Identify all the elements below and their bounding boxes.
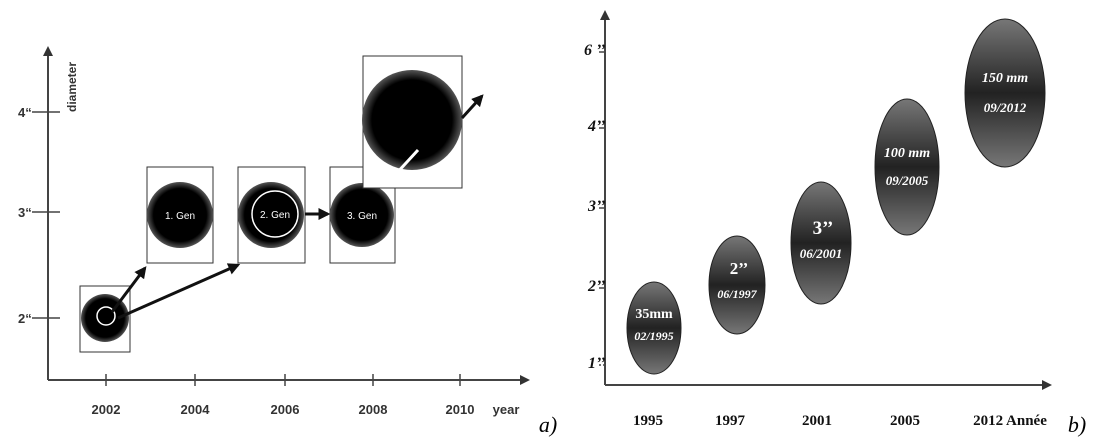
x-tick-label: 2008 (359, 402, 388, 417)
y-tick-label: 6 ’’ (584, 42, 605, 59)
caption: b) (1068, 412, 1086, 437)
wafer-date: 09/2005 (886, 173, 929, 188)
x-tick-label: 2001 (802, 413, 832, 429)
caption: a) (539, 412, 557, 437)
panel-b: 1’’ 2’’ 3’’ 4’’ 6 ’’ 1995 1997 2001 2005… (584, 10, 1086, 437)
wafer-size: 3’’ (813, 218, 834, 239)
wafer-date: 06/2001 (800, 246, 843, 261)
y-tick-label: 4’’ (587, 118, 605, 135)
wafer-label: 2. Gen (260, 210, 290, 221)
x-tick-label: 2002 (92, 402, 121, 417)
wafer-label: 3. Gen (347, 211, 377, 222)
x-tick-label: 1995 (633, 413, 663, 429)
y-tick-label: 2“ (18, 311, 32, 326)
y-tick-label: 3’’ (587, 198, 605, 215)
x-tick-label: 2004 (181, 402, 211, 417)
panel-a: 2002 2004 2006 2008 2010 year 2“ 3“ 4“ d… (18, 46, 557, 437)
y-tick-label: 1’’ (588, 355, 605, 372)
wafer-label: 1. Gen (165, 211, 195, 222)
wafer-size: 100 mm (884, 146, 930, 161)
x-tick-label: 2006 (271, 402, 300, 417)
x-axis-label: year (493, 402, 520, 417)
y-tick-label: 4“ (18, 105, 32, 120)
x-tick-label: 2012 Année (973, 413, 1047, 429)
wafer-size: 2’’ (730, 259, 749, 278)
wafer-size: 35mm (635, 307, 673, 322)
x-tick-label: 2010 (446, 402, 475, 417)
y-tick-label: 2’’ (587, 278, 605, 295)
x-tick-label: 1997 (715, 413, 746, 429)
wafer-date: 02/1995 (634, 329, 673, 343)
wafer-date: 09/2012 (984, 100, 1027, 115)
wafer-date: 06/1997 (717, 287, 757, 301)
wafer-size: 150 mm (982, 71, 1028, 86)
y-tick-label: 3“ (18, 205, 32, 220)
y-axis-label: diameter (65, 62, 79, 112)
x-tick-label: 2005 (890, 413, 920, 429)
